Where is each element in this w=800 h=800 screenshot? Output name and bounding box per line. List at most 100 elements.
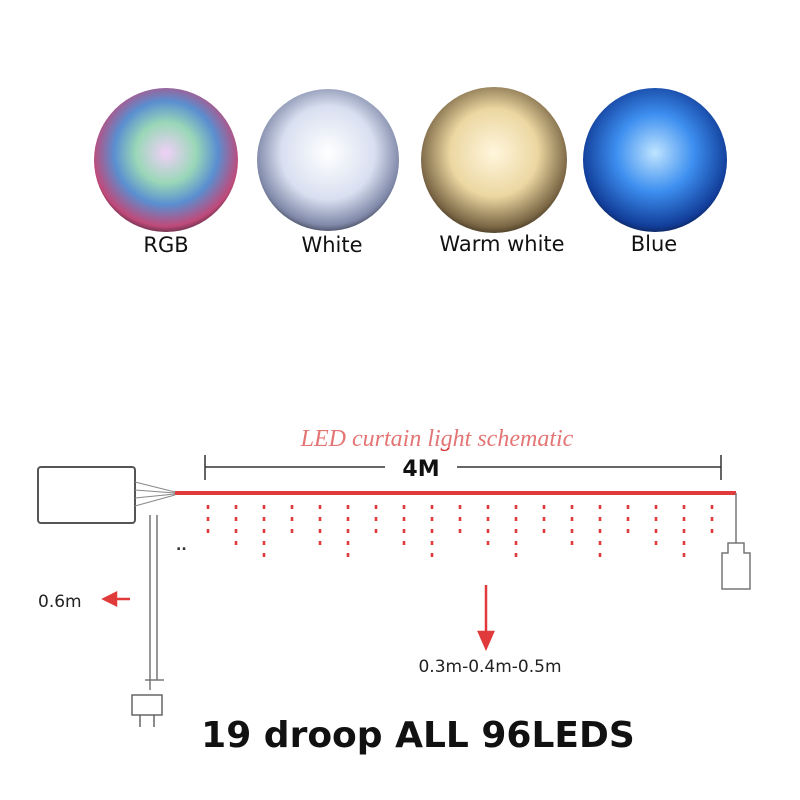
led bbox=[290, 529, 294, 533]
led bbox=[430, 553, 434, 557]
led bbox=[654, 517, 658, 521]
schematic-title: LED curtain light schematic bbox=[300, 426, 574, 452]
led bbox=[486, 517, 490, 521]
led bbox=[542, 505, 546, 509]
led bbox=[598, 529, 602, 533]
arrow bbox=[101, 590, 130, 608]
color-swatch bbox=[583, 88, 727, 232]
led bbox=[318, 505, 322, 509]
led bbox=[570, 517, 574, 521]
led bbox=[682, 517, 686, 521]
led bbox=[710, 505, 714, 509]
led bbox=[542, 529, 546, 533]
led bbox=[598, 517, 602, 521]
led bbox=[262, 541, 266, 545]
led bbox=[486, 541, 490, 545]
led bbox=[682, 541, 686, 545]
led bbox=[262, 553, 266, 557]
led bbox=[346, 553, 350, 557]
led bbox=[374, 529, 378, 533]
led bbox=[570, 541, 574, 545]
led bbox=[234, 541, 238, 545]
led bbox=[374, 505, 378, 509]
end-connector bbox=[721, 542, 751, 590]
led bbox=[486, 529, 490, 533]
droops bbox=[206, 505, 714, 557]
drop-label: 0.3m-0.4m-0.5m bbox=[418, 657, 561, 677]
led bbox=[514, 505, 518, 509]
led bbox=[626, 529, 630, 533]
led bbox=[346, 505, 350, 509]
led bbox=[262, 517, 266, 521]
led bbox=[458, 529, 462, 533]
led bbox=[654, 505, 658, 509]
led bbox=[262, 505, 266, 509]
led bbox=[430, 517, 434, 521]
color-label: Warm white bbox=[439, 232, 564, 256]
led bbox=[430, 505, 434, 509]
led bbox=[570, 529, 574, 533]
led bbox=[514, 517, 518, 521]
led bbox=[514, 529, 518, 533]
title-fade bbox=[200, 420, 720, 448]
led bbox=[570, 505, 574, 509]
color-label: RGB bbox=[143, 233, 188, 257]
led bbox=[710, 529, 714, 533]
caption: 19 droop ALL 96LEDS bbox=[201, 715, 635, 756]
led bbox=[402, 505, 406, 509]
led bbox=[290, 505, 294, 509]
plug bbox=[131, 694, 163, 727]
led bbox=[654, 541, 658, 545]
arrow bbox=[477, 585, 495, 652]
led bbox=[598, 553, 602, 557]
led bbox=[402, 517, 406, 521]
led bbox=[430, 541, 434, 545]
led bbox=[598, 541, 602, 545]
led bbox=[542, 517, 546, 521]
color-label: White bbox=[301, 233, 362, 257]
color-options: RGB White Warm white Blue bbox=[94, 87, 727, 257]
led bbox=[626, 505, 630, 509]
color-swatch bbox=[421, 87, 567, 233]
width-label: 4M bbox=[402, 457, 439, 482]
led bbox=[346, 517, 350, 521]
cable-label: 0.6m bbox=[38, 592, 82, 612]
led bbox=[682, 553, 686, 557]
led bbox=[318, 517, 322, 521]
led bbox=[346, 529, 350, 533]
dots: .. bbox=[176, 538, 187, 554]
led bbox=[318, 541, 322, 545]
led bbox=[402, 529, 406, 533]
led bbox=[626, 517, 630, 521]
led bbox=[486, 505, 490, 509]
led bbox=[458, 505, 462, 509]
color-label: Blue bbox=[631, 232, 677, 256]
color-swatch bbox=[257, 89, 399, 231]
led bbox=[598, 505, 602, 509]
led bbox=[290, 517, 294, 521]
led bbox=[514, 553, 518, 557]
led bbox=[234, 529, 238, 533]
led bbox=[206, 529, 210, 533]
led bbox=[430, 529, 434, 533]
led bbox=[514, 541, 518, 545]
led bbox=[262, 529, 266, 533]
led bbox=[374, 517, 378, 521]
led bbox=[654, 529, 658, 533]
led bbox=[682, 505, 686, 509]
led bbox=[234, 505, 238, 509]
schematic: LED curtain light schematic 4M .. 0.6m 0… bbox=[37, 420, 751, 727]
led bbox=[206, 517, 210, 521]
wires bbox=[134, 481, 176, 507]
led bbox=[458, 517, 462, 521]
led bbox=[710, 517, 714, 521]
led bbox=[402, 541, 406, 545]
led bbox=[346, 541, 350, 545]
led bbox=[234, 517, 238, 521]
led bbox=[682, 529, 686, 533]
color-swatch bbox=[94, 88, 238, 232]
led bbox=[206, 505, 210, 509]
controller-box bbox=[37, 466, 136, 524]
led bbox=[318, 529, 322, 533]
